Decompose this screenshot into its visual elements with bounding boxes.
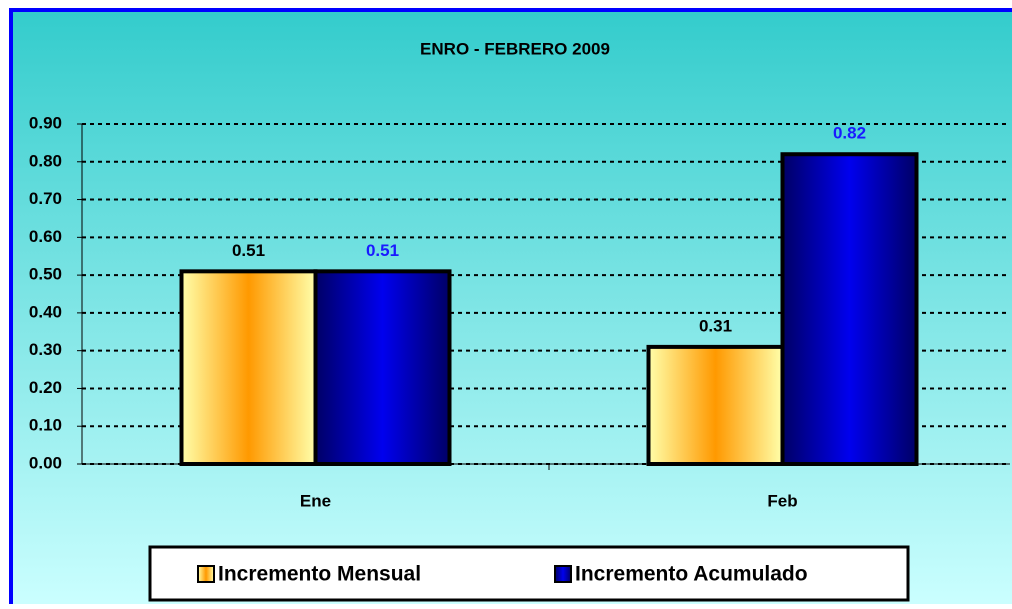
data-label: 0.51 — [232, 241, 265, 260]
legend-label: Incremento Acumulado — [575, 563, 808, 586]
legend-label: Incremento Mensual — [218, 563, 421, 586]
y-tick-label: 0.00 — [29, 453, 62, 472]
y-tick-label: 0.60 — [29, 227, 62, 246]
chart-title: ENRO - FEBRERO 2009 — [420, 39, 610, 58]
data-label: 0.31 — [699, 316, 732, 335]
bar — [179, 269, 318, 467]
y-tick-label: 0.20 — [29, 378, 62, 397]
x-tick-label: Feb — [767, 491, 797, 510]
y-tick-label: 0.70 — [29, 189, 62, 208]
bar — [646, 344, 785, 466]
bar — [780, 152, 919, 466]
data-label: 0.51 — [366, 241, 399, 260]
y-tick-label: 0.30 — [29, 340, 62, 359]
y-tick-label: 0.50 — [29, 265, 62, 284]
x-tick-label: Ene — [300, 491, 331, 510]
legend-swatch — [554, 565, 572, 583]
legend-box — [148, 545, 910, 602]
legend-swatch — [197, 565, 215, 583]
y-tick-label: 0.90 — [29, 113, 62, 132]
y-tick-label: 0.80 — [29, 151, 62, 170]
bar — [313, 269, 452, 467]
data-label: 0.82 — [833, 124, 866, 143]
y-tick-label: 0.40 — [29, 302, 62, 321]
y-tick-label: 0.10 — [29, 416, 62, 435]
